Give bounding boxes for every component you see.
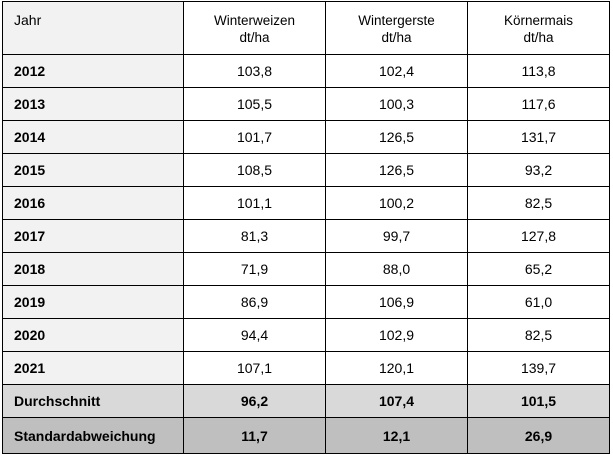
value-cell: 131,7 [467,120,610,154]
value-cell: 96,2 [183,384,326,418]
table-row-2016: 2016 101,1 100,2 82,5 [2,186,610,220]
value-cell: 94,4 [183,318,326,352]
value-cell: 102,4 [325,54,468,88]
column-unit: dt/ha [239,30,270,45]
value-cell: 103,8 [183,54,326,88]
average-row: Durchschnitt 96,2 107,4 101,5 [2,384,610,418]
value-cell: 11,7 [183,417,326,454]
value-cell: 101,1 [183,186,326,220]
column-unit: dt/ha [381,30,412,45]
value-cell: 81,3 [183,219,326,253]
column-unit: dt/ha [523,30,554,45]
year-cell: 2012 [2,54,184,88]
value-cell: 101,7 [183,120,326,154]
table-row-2015: 2015 108,5 126,5 93,2 [2,153,610,187]
value-cell: 126,5 [325,120,468,154]
value-cell: 82,5 [467,318,610,352]
year-cell: 2017 [2,219,184,253]
table-row-2012: 2012 103,8 102,4 113,8 [2,54,610,88]
year-cell: 2015 [2,153,184,187]
year-cell: 2014 [2,120,184,154]
value-cell: 117,6 [467,87,610,121]
table-row-2019: 2019 86,9 106,9 61,0 [2,285,610,319]
value-cell: 106,9 [325,285,468,319]
value-cell: 108,5 [183,153,326,187]
column-title: Wintergerste [358,13,435,28]
table-row-2021: 2021 107,1 120,1 139,7 [2,351,610,385]
table-row-2014: 2014 101,7 126,5 131,7 [2,120,610,154]
year-column-header: Jahr [2,1,184,55]
value-cell: 126,5 [325,153,468,187]
value-cell: 100,3 [325,87,468,121]
value-cell: 120,1 [325,351,468,385]
value-cell: 88,0 [325,252,468,286]
value-cell: 82,5 [467,186,610,220]
value-cell: 102,9 [325,318,468,352]
summary-label: Standardabweichung [2,417,184,454]
column-title: Winterweizen [213,13,296,28]
table-row-2013: 2013 105,5 100,3 117,6 [2,87,610,121]
year-cell: 2020 [2,318,184,352]
value-cell: 61,0 [467,285,610,319]
value-cell: 107,4 [325,384,468,418]
column-header-koernermais: Körnermais dt/ha [467,1,610,55]
column-title: Körnermais [503,13,574,28]
year-cell: 2016 [2,186,184,220]
column-header-wintergerste: Wintergerste dt/ha [325,1,468,55]
year-cell: 2018 [2,252,184,286]
table-row-2017: 2017 81,3 99,7 127,8 [2,219,610,253]
column-header-winterweizen: Winterweizen dt/ha [183,1,326,55]
value-cell: 12,1 [325,417,468,454]
value-cell: 100,2 [325,186,468,220]
header-row: Jahr Winterweizen dt/ha Wintergerste dt/… [2,1,610,55]
value-cell: 107,1 [183,351,326,385]
value-cell: 127,8 [467,219,610,253]
year-cell: 2013 [2,87,184,121]
table-row-2020: 2020 94,4 102,9 82,5 [2,318,610,352]
value-cell: 26,9 [467,417,610,454]
value-cell: 101,5 [467,384,610,418]
stddev-row: Standardabweichung 11,7 12,1 26,9 [2,417,610,454]
value-cell: 105,5 [183,87,326,121]
value-cell: 93,2 [467,153,610,187]
year-cell: 2021 [2,351,184,385]
value-cell: 139,7 [467,351,610,385]
value-cell: 65,2 [467,252,610,286]
summary-label: Durchschnitt [2,384,184,418]
value-cell: 86,9 [183,285,326,319]
table-row-2018: 2018 71,9 88,0 65,2 [2,252,610,286]
year-cell: 2019 [2,285,184,319]
value-cell: 71,9 [183,252,326,286]
value-cell: 113,8 [467,54,610,88]
value-cell: 99,7 [325,219,468,253]
